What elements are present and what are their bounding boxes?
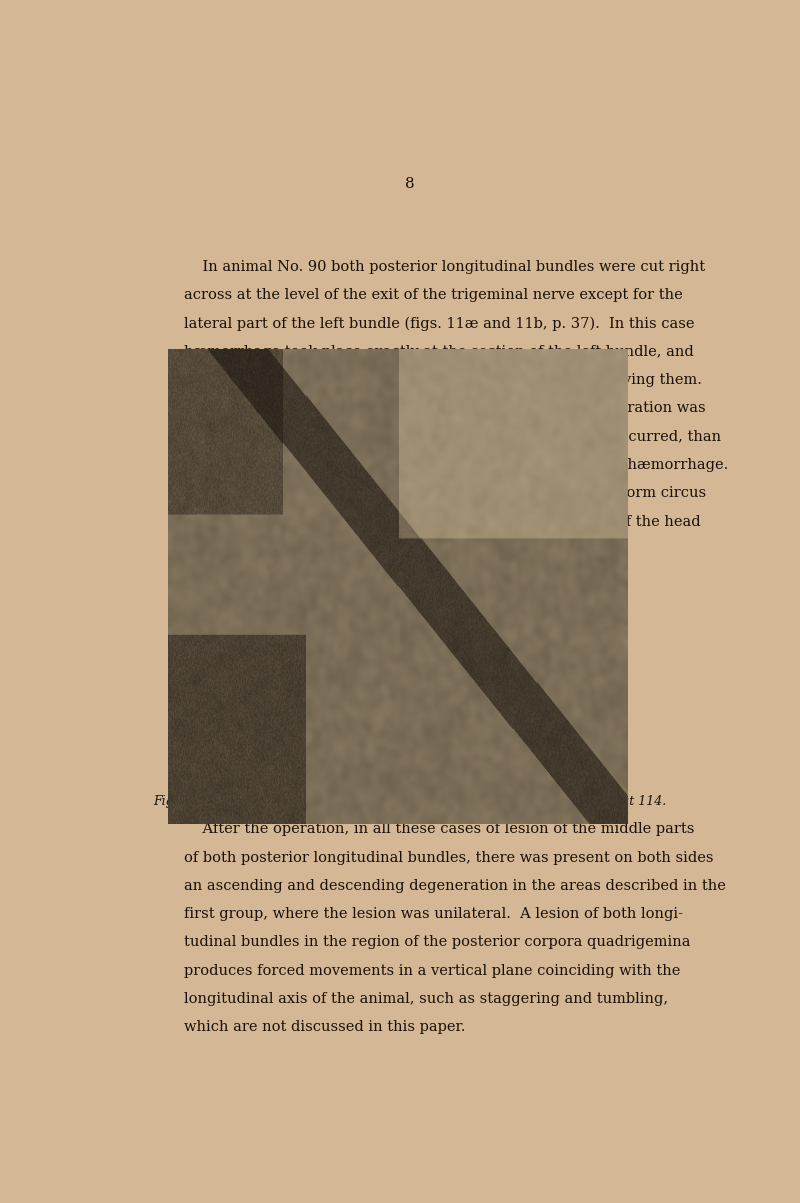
Text: lateral part of the left bundle (figs. 11æ and 11b, p. 37).  In this case: lateral part of the left bundle (figs. 1… [184, 316, 694, 331]
Text: 8: 8 [405, 177, 415, 191]
Text: In animal No. 90 both posterior longitudinal bundles were cut right: In animal No. 90 both posterior longitud… [184, 260, 705, 274]
Text: produces forced movements in a vertical plane coinciding with the: produces forced movements in a vertical … [184, 964, 680, 978]
Text: less pronounced on the left side, where the hæmorrhage occurred, than: less pronounced on the left side, where … [184, 429, 721, 444]
Text: longitudinal axis of the animal, such as staggering and tumbling,: longitudinal axis of the animal, such as… [184, 992, 668, 1006]
Text: hæmorrhage took place exactly at the section of the left bundle, and: hæmorrhage took place exactly at the sec… [184, 345, 694, 358]
Text: an ascending and descending degeneration in the areas described in the: an ascending and descending degeneration… [184, 879, 726, 893]
Text: this probably irritated the fibres without completely destroying them.: this probably irritated the fibres witho… [184, 373, 702, 387]
Text: At any rate, both the ascending and the descending degeneration was: At any rate, both the ascending and the … [184, 402, 706, 415]
Text: on the right side, where the bundle was cut across without hæmorrhage.: on the right side, where the bundle was … [184, 458, 728, 472]
Text: across at the level of the exit of the trigeminal nerve except for the: across at the level of the exit of the t… [184, 289, 682, 302]
Text: This was the only animal in this group that was able to perform circus: This was the only animal in this group t… [184, 486, 706, 500]
Text: Fig. 2.—Lesion in the region of the corpora quadrigemina posteriores of cat 114.: Fig. 2.—Lesion in the region of the corp… [154, 795, 666, 807]
Text: and eyes to the right for six days.: and eyes to the right for six days. [184, 543, 433, 557]
Text: After the operation, in all these cases of lesion of the middle parts: After the operation, in all these cases … [184, 823, 694, 836]
Text: which are not discussed in this paper.: which are not discussed in this paper. [184, 1020, 466, 1035]
Text: movements (to the right) ; it had also conjugate deviation of the head: movements (to the right) ; it had also c… [184, 515, 700, 529]
Text: first group, where the lesion was unilateral.  A lesion of both longi-: first group, where the lesion was unilat… [184, 907, 682, 921]
Text: of both posterior longitudinal bundles, there was present on both sides: of both posterior longitudinal bundles, … [184, 851, 714, 865]
Text: tudinal bundles in the region of the posterior corpora quadrigemina: tudinal bundles in the region of the pos… [184, 936, 690, 949]
